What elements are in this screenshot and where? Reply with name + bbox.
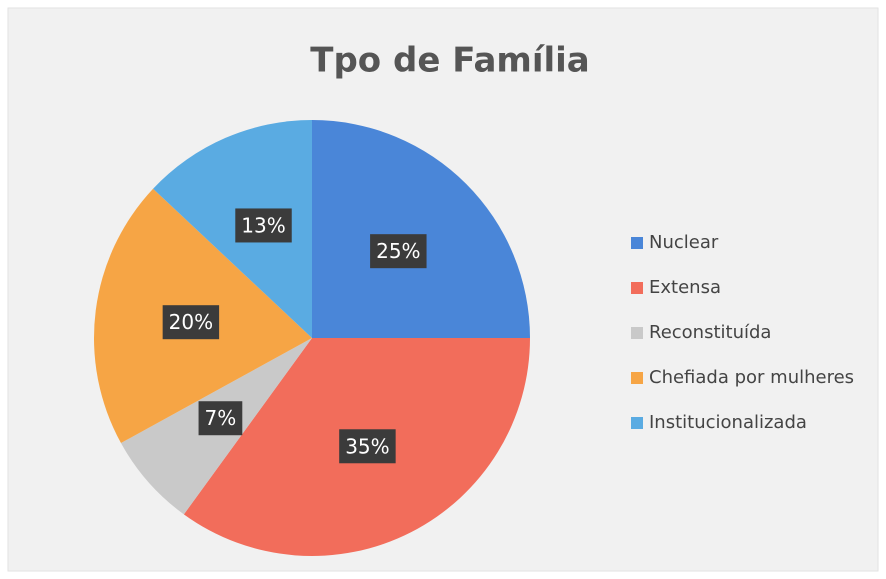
legend-label: Nuclear [649,232,719,253]
data-label: 20% [169,310,213,334]
data-label-box [235,208,292,243]
data-label: 25% [376,239,420,263]
data-label-box [370,234,427,269]
legend-label: Chefiada por mulheres [649,367,854,388]
data-label: 7% [205,406,237,430]
chart-title: Tpo de Família [310,41,589,81]
legend-swatch [631,417,643,429]
legend-swatch [631,372,643,384]
legend-swatch [631,282,643,294]
legend-label: Institucionalizada [649,412,807,433]
data-label: 35% [345,434,389,458]
data-label: 13% [241,213,285,237]
legend-label: Extensa [649,277,721,298]
data-label-box [162,305,220,340]
pie-slice [153,120,312,338]
legend-swatch [631,237,643,249]
legend-swatch [631,327,643,339]
data-label-box [339,429,396,464]
pie-slice [312,120,530,338]
legend-label: Reconstituída [649,322,771,343]
data-label-box [198,401,243,436]
